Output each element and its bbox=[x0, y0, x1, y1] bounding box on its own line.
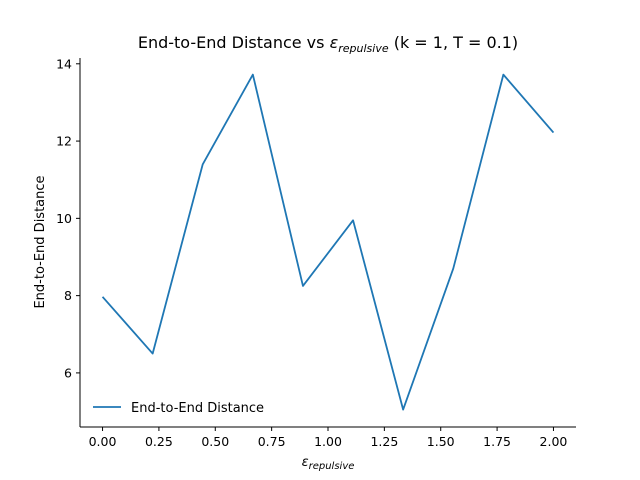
legend: End-to-End Distance bbox=[93, 401, 264, 416]
x-tick-label: 0.25 bbox=[145, 434, 173, 449]
y-tick-label: 14 bbox=[56, 56, 72, 71]
x-axis-label: εrepulsive bbox=[302, 455, 355, 472]
title-suffix: (k = 1, T = 0.1) bbox=[389, 33, 519, 52]
x-ticks: 0.00 0.25 0.50 0.75 1.00 1.25 1.50 1.75 2.00 bbox=[89, 427, 568, 449]
x-axis-label-symbol: ε bbox=[302, 455, 309, 470]
x-tick-label: 0.00 bbox=[89, 434, 117, 449]
y-ticks: 6 8 10 12 14 bbox=[56, 56, 80, 380]
series-line bbox=[101, 73, 555, 411]
y-tick-label: 12 bbox=[56, 134, 72, 149]
x-tick-label: 0.50 bbox=[201, 434, 229, 449]
legend-label: End-to-End Distance bbox=[131, 401, 264, 416]
y-tick-label: 8 bbox=[64, 288, 72, 303]
series-group bbox=[101, 73, 555, 411]
title-prefix: End-to-End Distance vs bbox=[138, 33, 330, 52]
x-tick-label: 0.75 bbox=[258, 434, 286, 449]
x-tick-label: 1.75 bbox=[483, 434, 511, 449]
x-tick-label: 1.00 bbox=[314, 434, 342, 449]
x-tick-label: 2.00 bbox=[540, 434, 568, 449]
y-axis-label: End-to-End Distance bbox=[33, 175, 48, 308]
y-tick-label: 6 bbox=[64, 365, 72, 380]
title-symbol: ε bbox=[330, 33, 339, 52]
x-axis-label-sub: repulsive bbox=[309, 461, 355, 472]
x-tick-label: 1.50 bbox=[427, 434, 455, 449]
y-tick-label: 10 bbox=[56, 211, 72, 226]
chart-title: End-to-End Distance vs εrepulsive (k = 1… bbox=[138, 33, 518, 55]
x-tick-label: 1.25 bbox=[370, 434, 398, 449]
title-symbol-sub: repulsive bbox=[338, 42, 389, 55]
